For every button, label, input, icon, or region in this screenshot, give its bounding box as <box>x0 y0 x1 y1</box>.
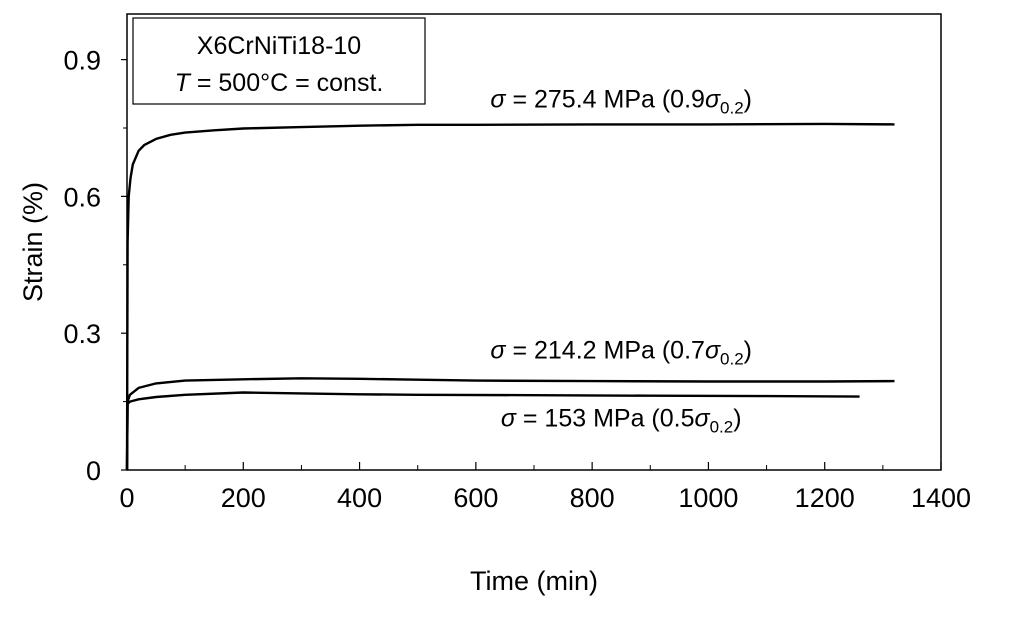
series-line-3 <box>125 391 860 471</box>
x-tick-label: 800 <box>570 483 615 513</box>
subscript: 0.2 <box>720 98 744 117</box>
sigma-symbol: σ <box>695 405 711 433</box>
condition-box-frame <box>132 17 426 105</box>
y-tick-label: 0 <box>86 456 101 486</box>
stress-value: = 275.4 MPa (0.9 <box>506 85 705 113</box>
subscript: 0.2 <box>710 418 734 437</box>
sigma-symbol: σ <box>490 85 506 113</box>
x-tick-label: 1400 <box>911 483 971 513</box>
subscript: 0.2 <box>720 349 744 368</box>
x-tick-label: 1200 <box>795 483 855 513</box>
x-tick-label: 600 <box>453 483 498 513</box>
y-tick-label: 0.9 <box>63 46 101 76</box>
temperature-value: = 500°C = const. <box>190 69 383 97</box>
y-tick-label: 0.6 <box>63 182 101 212</box>
series-label-3: σ = 153 MPa (0.5σ0.2) <box>501 405 742 437</box>
stress-value: = 214.2 MPa (0.7 <box>506 336 705 364</box>
sigma-symbol: σ <box>705 85 721 113</box>
temperature-symbol: T <box>175 69 192 97</box>
close-paren: ) <box>744 336 752 364</box>
close-paren: ) <box>733 405 741 433</box>
close-paren: ) <box>744 85 752 113</box>
series-line-1 <box>125 122 895 471</box>
stress-value: = 153 MPa (0.5 <box>516 405 695 433</box>
axis-tick-labels: 0 200 400 600 800 1000 1200 1400 0 0.3 0.6 0.9 <box>63 46 971 513</box>
sigma-symbol: σ <box>501 405 517 433</box>
x-tick-label: 1000 <box>678 483 738 513</box>
temperature-label: T = 500°C = const. <box>175 69 384 97</box>
y-axis-title: Strain (%) <box>18 182 48 302</box>
series-labels: σ = 275.4 MPa (0.9σ0.2)σ = 214.2 MPa (0.… <box>490 85 752 436</box>
x-tick-label: 0 <box>119 483 134 513</box>
x-tick-label: 400 <box>337 483 382 513</box>
series-label-2: σ = 214.2 MPa (0.7σ0.2) <box>490 336 752 368</box>
axis-ticks <box>121 58 942 471</box>
sigma-symbol: σ <box>705 336 721 364</box>
y-tick-label: 0.3 <box>63 319 101 349</box>
series-label-1: σ = 275.4 MPa (0.9σ0.2) <box>490 85 752 117</box>
x-axis-title: Time (min) <box>470 566 598 596</box>
sigma-symbol: σ <box>490 336 506 364</box>
condition-box: X6CrNiTi18-10 T = 500°C = const. <box>132 17 426 105</box>
series-lines <box>125 122 895 471</box>
series-line-2 <box>125 377 895 471</box>
x-tick-label: 200 <box>221 483 266 513</box>
material-label: X6CrNiTi18-10 <box>197 32 361 60</box>
